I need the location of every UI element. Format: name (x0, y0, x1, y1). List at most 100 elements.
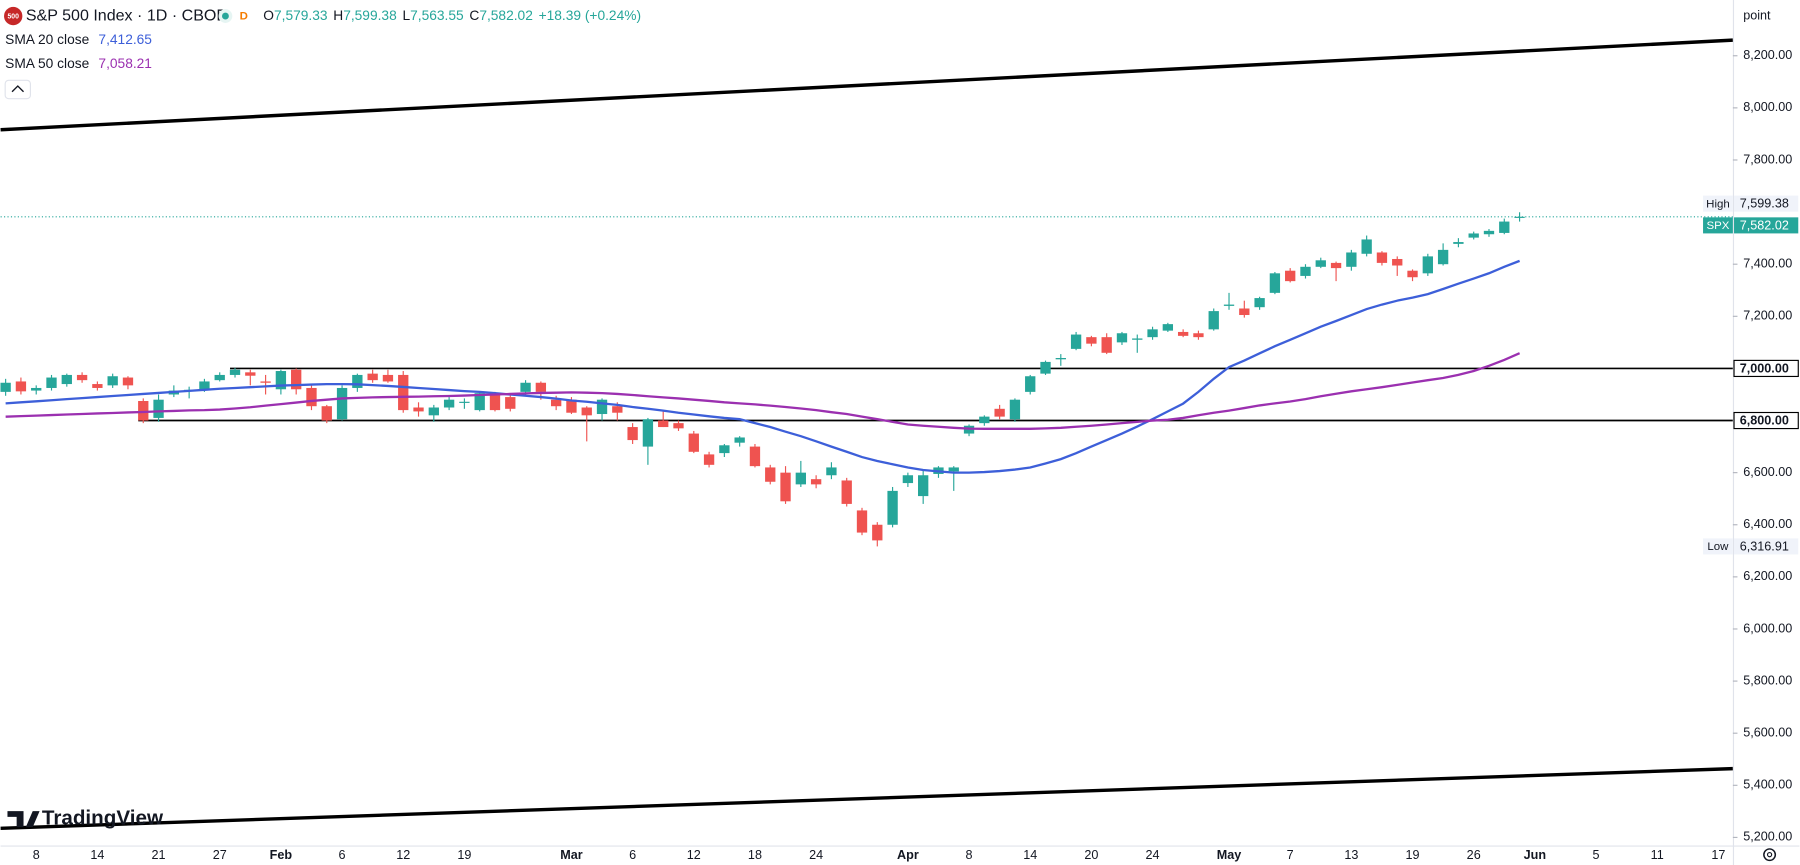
x-tick-label: 8 (966, 848, 973, 862)
candle-body (291, 369, 302, 390)
candle-body (229, 369, 241, 375)
candle-body (1514, 216, 1525, 218)
x-tick-label: 18 (748, 848, 762, 862)
x-tick-label: 12 (396, 848, 410, 862)
candle-body (382, 374, 394, 382)
candle-body (46, 377, 57, 388)
legend-row: SMA 20 close 7,412.65 (5, 32, 152, 47)
x-tick-label: Apr (897, 848, 919, 862)
settings-icon (1763, 848, 1777, 862)
ohlc-value: 7,582.02 (479, 8, 533, 23)
y-tick-label: 5,600.00 (1743, 726, 1792, 740)
price-marker-label: 7,582.02 (1740, 218, 1789, 232)
candle-body (887, 490, 898, 525)
unit-label: point (1743, 8, 1771, 22)
candle-body (688, 433, 699, 452)
candle-body (306, 387, 317, 407)
candle-body (581, 407, 592, 416)
candle-body (1009, 399, 1021, 420)
candle-body (1453, 242, 1464, 244)
candle-body (1086, 337, 1097, 344)
watermark-text: TradingView (42, 807, 164, 830)
candle-body (1269, 273, 1281, 293)
candle-body (1499, 221, 1510, 233)
candle-body (352, 374, 363, 388)
x-tick-label: 26 (1467, 848, 1481, 862)
candle-body (994, 408, 1005, 417)
change: +18.39 (+0.24%) (539, 8, 641, 23)
price-marker-name: Low (1707, 541, 1729, 553)
candle-body (1223, 304, 1235, 306)
candle-body (795, 472, 806, 485)
level-label: 6,800.00 (1740, 413, 1789, 427)
price-marker-label: 6,316.91 (1740, 539, 1789, 553)
x-tick-label: 8 (33, 848, 40, 862)
x-tick-label: 14 (1023, 848, 1037, 862)
x-tick-label: 6 (629, 848, 636, 862)
y-tick-label: 7,200.00 (1743, 309, 1792, 323)
trendline (0, 38, 1733, 132)
candle-body (1147, 329, 1158, 338)
x-tick-label: 19 (1406, 848, 1420, 862)
candle-body (367, 373, 378, 381)
candle-body (673, 423, 684, 429)
legend-name: SMA 20 close (5, 32, 89, 47)
candle-body (15, 381, 27, 392)
x-tick-label: Feb (270, 848, 293, 862)
candle-body (153, 399, 164, 418)
candle-body (872, 524, 883, 541)
y-tick-label: 6,400.00 (1743, 517, 1792, 531)
candle-body (92, 384, 103, 388)
candle-body (443, 399, 455, 408)
x-tick-label: 27 (213, 848, 227, 862)
candle-body (596, 399, 608, 415)
candle-body (1040, 361, 1051, 374)
ohlc-value: 7,563.55 (410, 8, 464, 23)
candle-body (520, 382, 531, 392)
candle-body (1285, 270, 1296, 282)
x-tick-label: 13 (1344, 848, 1358, 862)
symbol-icon (4, 6, 23, 26)
candle-body (1208, 311, 1219, 330)
legend-name: SMA 50 close (5, 56, 89, 71)
candle-body (1116, 333, 1128, 343)
candle-body (321, 406, 332, 421)
candle-body (0, 382, 11, 392)
ohlc-key: H (333, 8, 343, 23)
watermark: TradingView (7, 807, 164, 830)
x-tick-label: 19 (457, 848, 471, 862)
level-badge (1733, 411, 1799, 430)
candle-body (122, 377, 134, 386)
symbol-title: S&P 500 Index · 1D · CBOE (26, 6, 228, 24)
price-marker-name: High (1706, 198, 1730, 210)
candle-body (1422, 256, 1433, 274)
candle-body (245, 372, 256, 376)
ohlc-row: O7,579.33 H7,599.38 L7,563.55 C7,582.02 +18.… (263, 8, 641, 23)
level-badge (1733, 359, 1799, 378)
candle-body (1468, 233, 1479, 238)
y-tick-label: 7,800.00 (1743, 152, 1792, 166)
price-marker-badge (1734, 195, 1799, 212)
price-marker-name: SPX (1706, 220, 1729, 232)
candle-body (1025, 376, 1036, 392)
candle-body (459, 401, 470, 403)
candle-body (474, 393, 485, 411)
x-tick-label: 24 (1146, 848, 1160, 862)
candle-body (1346, 252, 1357, 267)
settings-button[interactable] (1763, 848, 1777, 862)
ohlc-key: O (263, 8, 274, 23)
candle-body (856, 510, 868, 533)
x-tick-label: 7 (1287, 848, 1294, 862)
candle-body (214, 374, 225, 381)
settings-icon-core (1766, 852, 1773, 858)
candle-body (780, 472, 791, 502)
y-tick-label: 5,800.00 (1743, 673, 1792, 687)
y-tick-label: 6,200.00 (1743, 569, 1792, 583)
candle-body (260, 381, 271, 383)
symbol-icon-text: 500 (7, 13, 19, 20)
collapse-button[interactable] (4, 79, 31, 100)
x-tick-label: 24 (809, 848, 823, 862)
candle-body (703, 454, 715, 465)
x-tick-label: 12 (687, 848, 701, 862)
